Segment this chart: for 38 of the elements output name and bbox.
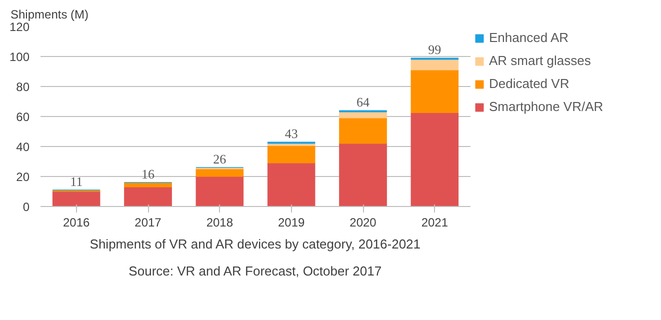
y-tick-label: 40 — [16, 140, 30, 154]
x-tick-label: 2016 — [62, 216, 90, 230]
text: Shipments of VR and AR devices by category, 2016-2021 — [90, 236, 421, 252]
bar — [339, 143, 387, 206]
y-tick-label: 20 — [16, 170, 30, 184]
x-tick-label: 2021 — [421, 216, 448, 230]
bar — [52, 191, 100, 206]
y-tick-label: 80 — [16, 80, 30, 94]
source-note: Source: VR and AR Forecast, October 2017 — [128, 264, 382, 278]
y-axis-title: Shipments (M) — [10, 8, 89, 22]
x-tick-label: 2020 — [350, 216, 377, 230]
total-label: 64 — [356, 94, 370, 110]
y-tick-label: 120 — [9, 20, 30, 34]
total-label: 99 — [428, 42, 442, 57]
total-label: 11 — [70, 174, 83, 189]
total-label: 16 — [142, 166, 155, 182]
bar — [267, 162, 316, 206]
legend-label: AR smart glasses — [489, 53, 591, 68]
total-label: 43 — [284, 126, 298, 141]
legend-label: Dedicated VR — [489, 76, 570, 91]
x-tick-label: 2017 — [134, 216, 162, 230]
bar — [339, 112, 387, 118]
y-tick-label: 60 — [16, 110, 30, 124]
y-tick-label: 0 — [22, 200, 30, 214]
bar — [339, 118, 387, 144]
x-tick-label: 2019 — [278, 216, 306, 230]
bar — [267, 146, 316, 164]
bar — [196, 176, 244, 206]
bar — [410, 59, 459, 70]
bar — [124, 186, 172, 206]
bar — [196, 168, 244, 177]
y-tick-label: 100 — [9, 50, 30, 64]
legend-label: Smartphone VR/AR — [489, 99, 604, 114]
x-tick-label: 2018 — [206, 216, 234, 230]
total-label: 26 — [213, 152, 227, 166]
bar — [410, 70, 459, 113]
legend-label: Enhanced AR — [489, 30, 569, 45]
bar — [410, 112, 459, 206]
